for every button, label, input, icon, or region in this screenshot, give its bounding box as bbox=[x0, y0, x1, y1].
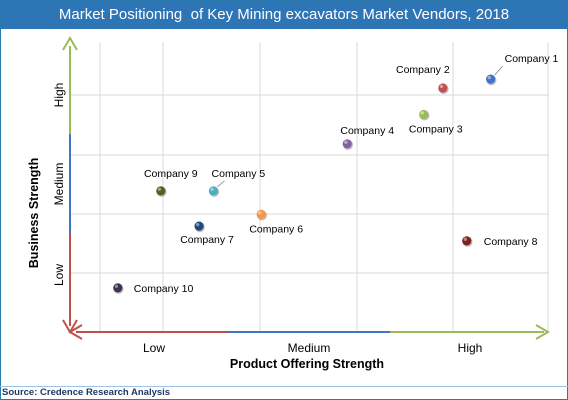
x-axis-arrowhead bbox=[535, 324, 550, 340]
point-marker-highlight bbox=[258, 211, 262, 215]
point-marker bbox=[256, 209, 266, 219]
y-tick-label: Medium bbox=[52, 163, 66, 206]
chart-title: Market Positioning of Key Mining excavat… bbox=[58, 6, 510, 23]
point-leader-line bbox=[494, 65, 503, 76]
point-marker-highlight bbox=[114, 284, 119, 288]
y-tick-label: High bbox=[52, 83, 66, 108]
point-marker-highlight bbox=[439, 84, 444, 89]
point-marker-highlight bbox=[420, 111, 425, 115]
source-note: Source: Credence Research Analysis bbox=[0, 386, 568, 399]
x-axis-origin-arrowhead bbox=[68, 324, 83, 340]
point-company-1: Company 1 bbox=[486, 53, 559, 86]
point-label: Company 1 bbox=[505, 53, 559, 65]
tick-labels: Low Medium High Low Medium High bbox=[52, 83, 482, 355]
point-leader-line bbox=[217, 180, 225, 188]
point-marker bbox=[486, 74, 496, 84]
title-bar: Market Positioning of Key Mining excavat… bbox=[1, 1, 567, 29]
x-tick-label: Low bbox=[143, 341, 165, 355]
point-label: Company 2 bbox=[396, 64, 450, 76]
point-label: Company 8 bbox=[484, 236, 538, 248]
axis-titles: Product Offering Strength Business Streng… bbox=[27, 158, 384, 371]
point-company-4: Company 4 bbox=[340, 125, 394, 150]
point-marker bbox=[462, 236, 472, 246]
y-tick-label: Low bbox=[52, 264, 66, 286]
point-company-2: Company 2 bbox=[396, 64, 450, 94]
point-label: Company 6 bbox=[249, 223, 303, 235]
point-marker bbox=[194, 221, 204, 231]
y-axis-arrowhead bbox=[62, 36, 78, 51]
y-axis-title: Business Strength bbox=[27, 158, 41, 268]
point-marker bbox=[438, 83, 448, 93]
point-marker-highlight bbox=[195, 222, 200, 227]
x-tick-label: Medium bbox=[288, 341, 331, 355]
point-company-5: Company 5 bbox=[208, 168, 266, 197]
data-points: Company 1 Company 2 Company 3 Company 4 Comp… bbox=[113, 53, 558, 295]
point-marker-highlight bbox=[344, 140, 348, 144]
axes bbox=[62, 36, 550, 340]
point-company-3: Company 3 bbox=[409, 109, 463, 135]
point-company-7: Company 7 bbox=[180, 221, 234, 246]
point-company-6: Company 6 bbox=[249, 209, 303, 235]
point-label: Company 3 bbox=[409, 123, 463, 135]
point-label: Company 10 bbox=[134, 283, 194, 295]
point-marker bbox=[208, 186, 218, 196]
point-company-8: Company 8 bbox=[462, 236, 538, 248]
point-marker-highlight bbox=[487, 75, 491, 80]
point-marker-highlight bbox=[210, 187, 214, 191]
point-marker-highlight bbox=[157, 187, 162, 191]
grid bbox=[70, 42, 549, 332]
point-marker bbox=[113, 283, 123, 293]
x-tick-label: High bbox=[458, 341, 483, 355]
point-label: Company 4 bbox=[340, 125, 394, 137]
point-company-10: Company 10 bbox=[113, 283, 193, 295]
point-marker bbox=[342, 139, 352, 149]
x-axis-title: Product Offering Strength bbox=[230, 357, 384, 371]
point-company-9: Company 9 bbox=[144, 168, 198, 197]
point-marker bbox=[156, 186, 166, 196]
point-label: Company 9 bbox=[144, 168, 198, 180]
point-label: Company 5 bbox=[212, 168, 266, 180]
point-marker bbox=[419, 109, 429, 120]
point-label: Company 7 bbox=[180, 234, 234, 246]
point-marker-highlight bbox=[463, 237, 468, 241]
